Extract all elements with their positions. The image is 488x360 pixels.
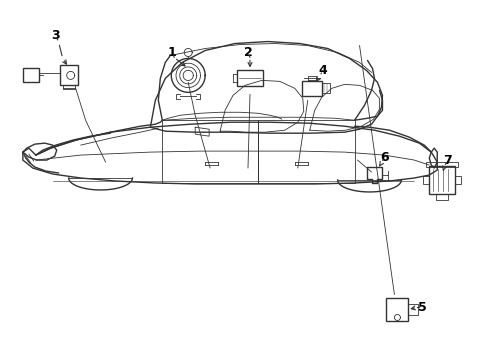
Bar [321, 84, 329, 93]
Bar [237, 71, 263, 86]
Bar [423, 176, 428, 184]
Bar [407, 303, 417, 315]
Text: 7: 7 [442, 154, 450, 167]
Bar [386, 298, 407, 321]
Bar [428, 166, 454, 194]
Bar [60, 66, 78, 85]
Text: 4: 4 [318, 64, 326, 77]
Bar [435, 194, 447, 200]
Text: 1: 1 [167, 46, 176, 59]
Bar [301, 81, 321, 96]
Bar [454, 176, 460, 184]
Text: 6: 6 [379, 150, 388, 163]
Text: 5: 5 [417, 301, 426, 314]
Bar [426, 162, 457, 167]
Text: 3: 3 [51, 29, 60, 42]
Text: 2: 2 [243, 46, 252, 59]
Bar [23, 68, 39, 82]
